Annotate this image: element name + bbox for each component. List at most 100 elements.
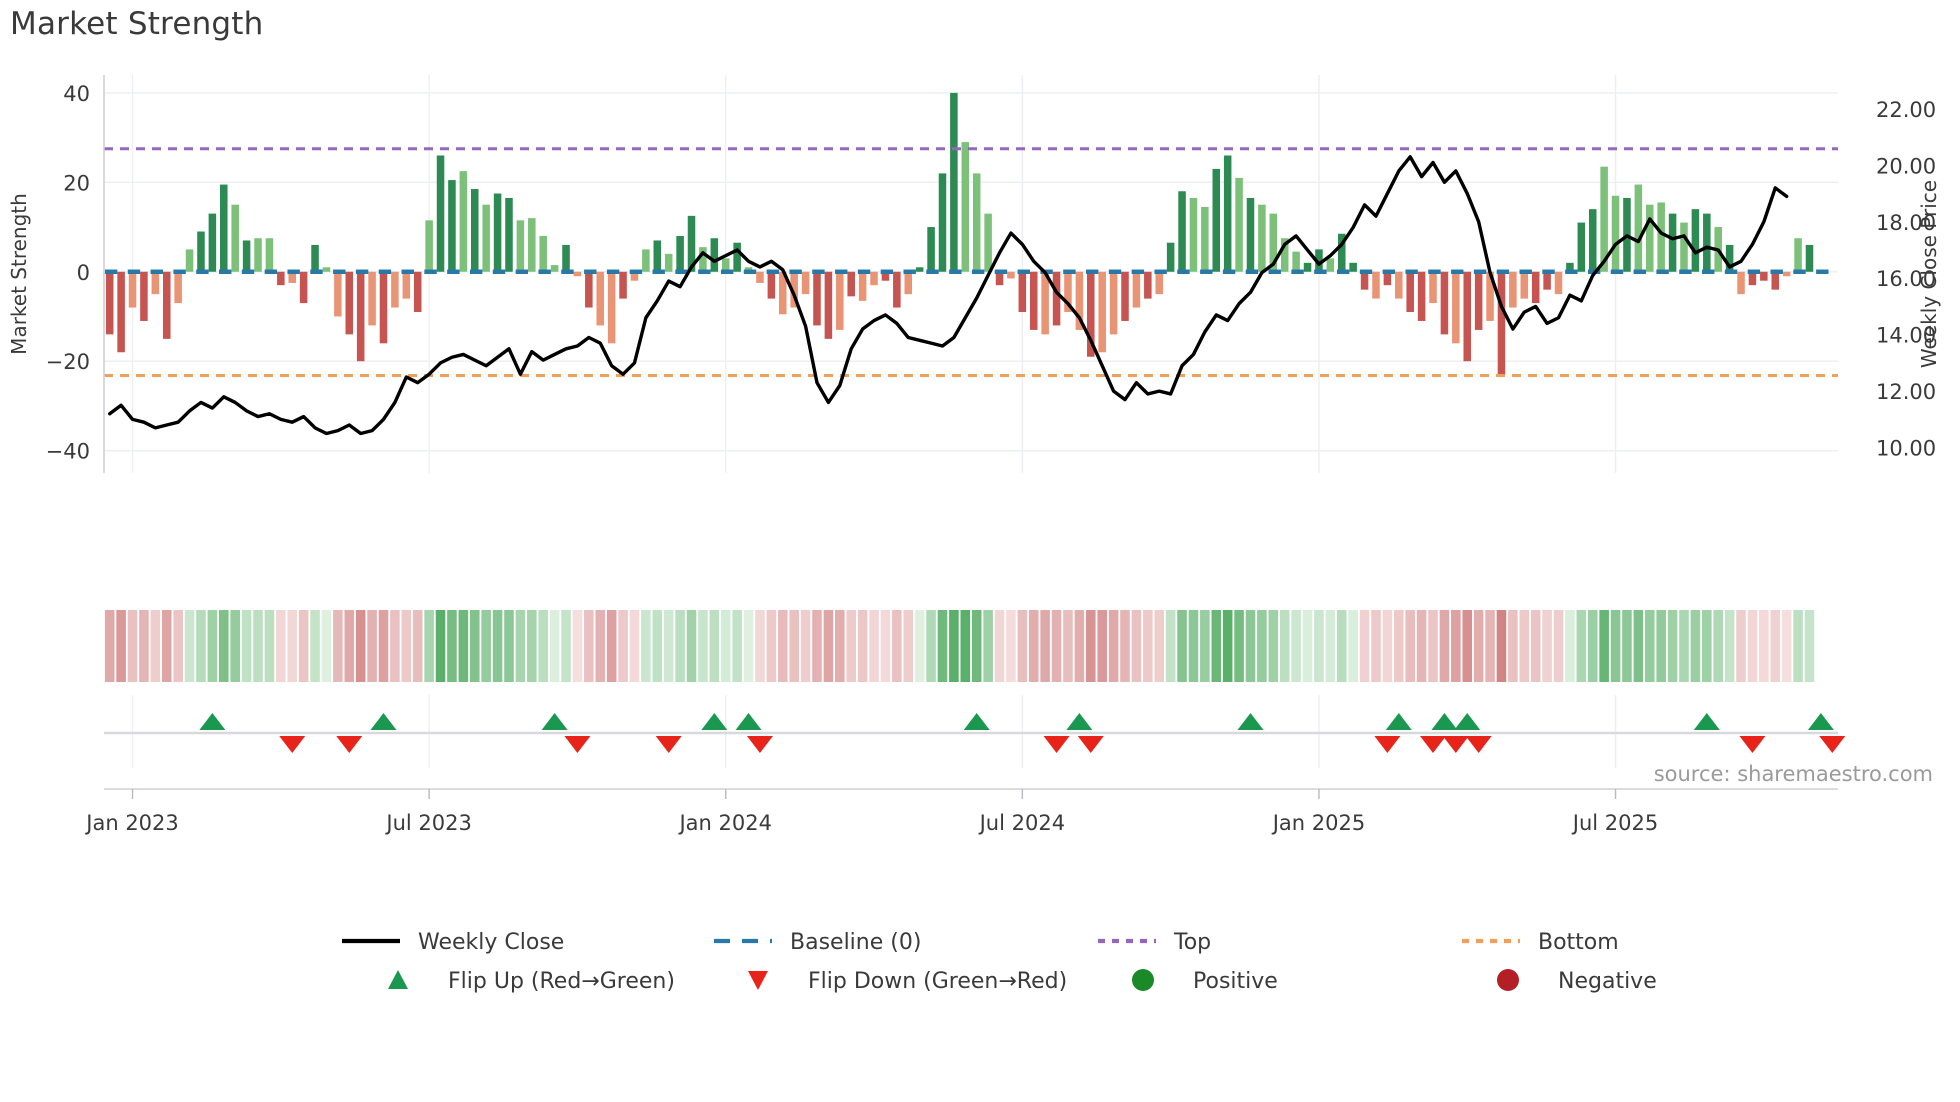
heat-cell bbox=[504, 610, 514, 682]
heat-cell bbox=[709, 610, 720, 682]
strength-bar bbox=[174, 271, 182, 304]
flip-up-marker bbox=[1454, 713, 1481, 730]
strength-bar bbox=[1554, 271, 1563, 295]
heat-cell bbox=[253, 610, 263, 682]
strength-bar bbox=[676, 235, 684, 272]
strength-bar bbox=[345, 271, 354, 335]
heat-cell bbox=[823, 610, 834, 682]
right-axis-tick: 22.00 bbox=[1876, 98, 1936, 122]
strength-bar bbox=[664, 253, 673, 272]
strength-bar bbox=[836, 271, 844, 330]
heat-cell bbox=[1542, 610, 1552, 682]
strength-bar bbox=[1452, 271, 1460, 344]
heat-cell bbox=[1485, 610, 1495, 682]
right-axis-label: Weekly Close Price bbox=[1917, 180, 1941, 368]
strength-bar bbox=[1725, 244, 1734, 272]
legend-bottom[interactable]: Bottom bbox=[1462, 930, 1619, 955]
strength-bar bbox=[1577, 222, 1586, 272]
strength-bar bbox=[1668, 213, 1677, 272]
legend-flip-up[interactable]: Flip Up (Red→Green) bbox=[388, 969, 675, 994]
strength-bar bbox=[368, 271, 376, 326]
heat-cell bbox=[355, 610, 366, 682]
heat-cell bbox=[139, 610, 149, 682]
heat-cell bbox=[618, 610, 628, 682]
heat-cell bbox=[196, 610, 206, 682]
heat-cell bbox=[1051, 610, 1062, 682]
strength-bar bbox=[334, 271, 342, 317]
strength-bar bbox=[1007, 271, 1015, 279]
heat-cell bbox=[1348, 610, 1358, 682]
strength-bar bbox=[1098, 271, 1106, 353]
strength-bar bbox=[1269, 213, 1278, 272]
legend-negative[interactable]: Negative bbox=[1497, 969, 1657, 994]
strength-bar bbox=[573, 271, 582, 277]
legend-flip-down[interactable]: Flip Down (Green→Red) bbox=[748, 969, 1067, 994]
strength-bar bbox=[585, 271, 593, 308]
heat-cell bbox=[1234, 610, 1244, 682]
strength-bar bbox=[687, 215, 696, 272]
heat-cell bbox=[1017, 610, 1028, 682]
flip-up-marker bbox=[1431, 713, 1458, 730]
heat-cell bbox=[857, 610, 868, 682]
strength-bar bbox=[801, 271, 810, 295]
heat-cell bbox=[1279, 610, 1290, 682]
heat-cell bbox=[515, 610, 526, 682]
heat-cell bbox=[218, 610, 229, 682]
strength-bar bbox=[516, 220, 525, 272]
legend-baseline[interactable]: Baseline (0) bbox=[714, 930, 921, 955]
heat-cell bbox=[1804, 610, 1815, 682]
heat-cell bbox=[184, 610, 195, 682]
heat-cell bbox=[1257, 610, 1267, 682]
strength-bar bbox=[733, 242, 741, 272]
x-axis-tick: Jul 2025 bbox=[1571, 811, 1658, 835]
right-axis-tick: 18.00 bbox=[1876, 211, 1936, 235]
heat-cell bbox=[1656, 610, 1666, 682]
heat-cell bbox=[1063, 610, 1073, 682]
flip-down-marker bbox=[1420, 736, 1447, 753]
legend-label: Negative bbox=[1558, 969, 1657, 994]
strength-bar bbox=[1509, 271, 1517, 308]
strength-bar bbox=[436, 155, 445, 272]
heat-cell bbox=[424, 610, 434, 682]
strength-bar bbox=[117, 271, 125, 353]
heat-cell bbox=[1462, 610, 1473, 682]
strength-bar bbox=[1337, 233, 1346, 272]
legend-top[interactable]: Top bbox=[1098, 930, 1211, 955]
heat-cell bbox=[1245, 610, 1256, 682]
strength-bar bbox=[904, 271, 913, 295]
strength-bar bbox=[1292, 251, 1300, 272]
heat-cell bbox=[298, 610, 309, 682]
heat-cell bbox=[1165, 610, 1176, 682]
heat-cell bbox=[1428, 610, 1438, 682]
strength-bar bbox=[1360, 271, 1369, 290]
heat-cell bbox=[1622, 610, 1632, 682]
strength-bar bbox=[653, 240, 662, 272]
flip-up-marker bbox=[1066, 713, 1093, 730]
heat-cell bbox=[595, 610, 606, 682]
strength-bar bbox=[995, 271, 1004, 286]
left-axis-tick: 40 bbox=[63, 82, 90, 106]
heat-cell bbox=[1222, 610, 1233, 682]
strength-bar bbox=[391, 271, 399, 308]
x-axis-tick: Jul 2024 bbox=[978, 811, 1065, 835]
flip-up-marker bbox=[735, 713, 762, 730]
source-attribution: source: sharemaestro.com bbox=[1654, 762, 1933, 786]
legend-circle-icon bbox=[1497, 969, 1519, 991]
heat-cell bbox=[1508, 610, 1518, 682]
strength-bar bbox=[767, 271, 776, 299]
strength-bar bbox=[893, 271, 901, 308]
strength-bar bbox=[1235, 177, 1243, 272]
heat-cell bbox=[127, 610, 138, 682]
heat-cell bbox=[1200, 610, 1210, 682]
heat-cell bbox=[698, 610, 708, 682]
heat-cell bbox=[1028, 610, 1039, 682]
strength-bar bbox=[1109, 271, 1118, 335]
x-axis-tick: Jan 2023 bbox=[84, 811, 179, 835]
heat-cell bbox=[287, 610, 298, 682]
heat-cell bbox=[983, 610, 993, 682]
strength-bar bbox=[140, 271, 148, 321]
legend-positive[interactable]: Positive bbox=[1132, 969, 1278, 994]
legend-weekly-close[interactable]: Weekly Close bbox=[342, 930, 564, 955]
heat-cell bbox=[1599, 610, 1609, 682]
